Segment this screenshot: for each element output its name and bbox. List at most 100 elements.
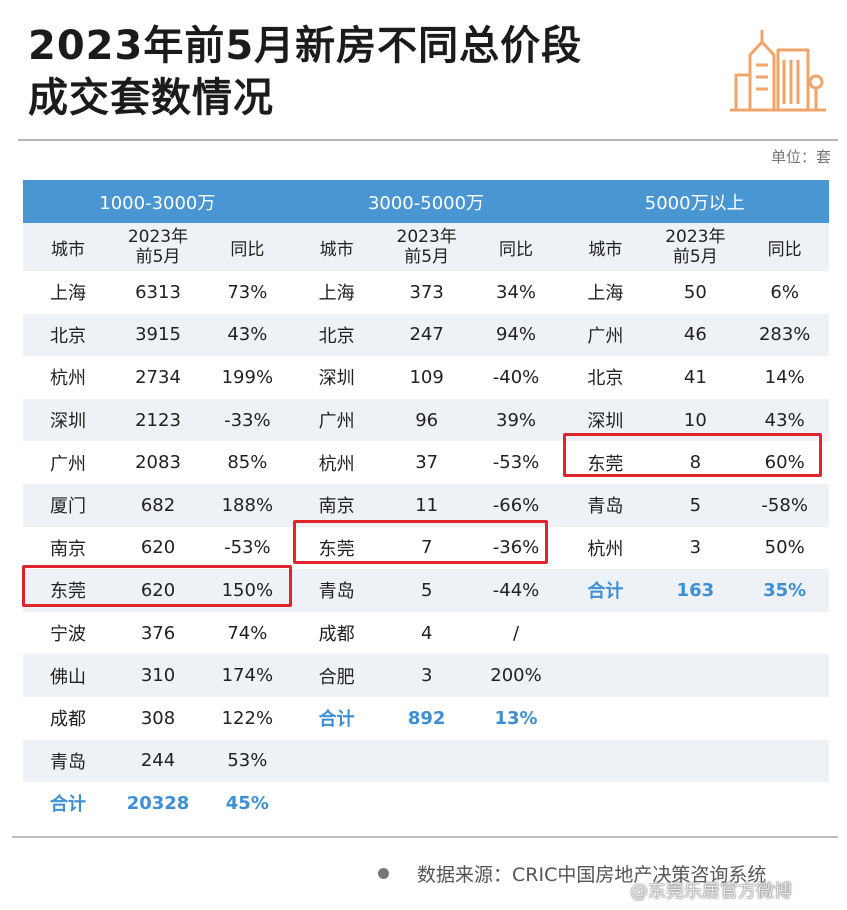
row-block (560, 654, 829, 697)
row-block (560, 740, 829, 783)
group-header-1: 1000-3000万 (99, 192, 216, 214)
cell-yoy (740, 782, 829, 825)
cell-city: 东莞 (587, 453, 624, 475)
col-city: 城市 (51, 239, 85, 260)
cell-yoy: 34% (496, 281, 537, 303)
cell-city: 杭州 (50, 368, 86, 390)
highlight-box-dongguan-3 (563, 433, 822, 477)
cell-count: 7 (420, 537, 433, 559)
row-block (560, 782, 829, 825)
cell-yoy: 174% (221, 665, 274, 687)
row-block: 广州 96 39% (292, 399, 561, 442)
cell-city: 宁波 (50, 624, 86, 646)
cell-city: 南京 (50, 538, 86, 560)
table-row: 北京 3915 43% 北京 247 94% 广州 46 283% (23, 313, 829, 357)
cell-yoy: -36% (492, 537, 540, 559)
cell-count: 247 (409, 324, 444, 346)
row-block: 合计 163 35% (560, 569, 829, 612)
col-period-line1: 2023年 (665, 227, 726, 247)
col-period-line1: 2023年 (127, 227, 189, 247)
row-block: 广州 2083 85% (23, 441, 292, 484)
cell-city: 北京 (318, 325, 355, 347)
cell-city: 佛山 (50, 666, 86, 688)
cell-city: 广州 (50, 453, 86, 475)
cell-city: 上海 (318, 283, 355, 305)
cell-count (650, 654, 740, 697)
cell-count: 3 (689, 537, 702, 559)
col-period: 2023年 前5月 (113, 223, 203, 271)
cell-city: 成都 (318, 624, 355, 646)
row-block: 北京 41 14% (560, 356, 829, 399)
cell-yoy: 39% (496, 409, 537, 431)
cell-city: 深圳 (587, 411, 624, 433)
source-text: 数据来源：CRIC中国房地产决策咨询系统 (417, 864, 767, 886)
cell-yoy: 85% (227, 452, 268, 474)
row-block: 北京 247 94% (292, 314, 561, 357)
table-group-header: 1000-3000万 3000-5000万 5000万以上 (23, 180, 829, 223)
col-period-line2: 前5月 (404, 247, 450, 267)
col-period: 2023年 前5月 (650, 223, 740, 271)
row-block: 青岛 5 -58% (560, 484, 829, 527)
cell-city: 厦门 (50, 496, 86, 518)
cell-yoy: 43% (764, 409, 805, 431)
bottom-divider (12, 836, 838, 838)
cell-city: 青岛 (587, 496, 624, 518)
cell-city (292, 782, 382, 825)
cell-count: 5 (420, 579, 433, 601)
cell-count (650, 740, 740, 783)
col-period-line2: 前5月 (135, 247, 181, 267)
row-block (292, 782, 561, 825)
col-city: 城市 (588, 239, 623, 260)
row-block: 深圳 109 -40% (292, 356, 561, 399)
sales-table: 1000-3000万 3000-5000万 5000万以上 城市 2023年 前5… (23, 180, 829, 825)
cell-count: 20328 (126, 792, 190, 814)
cell-yoy: 6% (770, 281, 799, 303)
cell-yoy: 283% (758, 324, 811, 346)
row-block: 北京 3915 43% (23, 314, 292, 357)
cell-city (560, 740, 650, 783)
cell-yoy: -66% (492, 494, 540, 516)
cell-yoy: -33% (224, 409, 271, 431)
cell-city: 东莞 (50, 581, 86, 603)
cell-yoy: 150% (221, 579, 274, 601)
cell-city: 杭州 (318, 453, 355, 475)
cell-city (560, 654, 650, 697)
cell-count: 50 (683, 281, 707, 303)
col-period-line1: 2023年 (396, 227, 457, 247)
cell-yoy: 200% (490, 665, 542, 687)
cell-yoy: -44% (492, 579, 540, 601)
page-title: 2023年前5月新房不同总价段 成交套数情况 (28, 20, 582, 124)
row-block (560, 697, 829, 740)
cell-yoy: 60% (764, 452, 805, 474)
cell-city: 北京 (50, 325, 86, 347)
cell-yoy: 35% (763, 579, 807, 601)
row-block: 上海 6313 73% (23, 271, 292, 314)
cell-count: 6313 (135, 281, 181, 303)
group-header-3: 5000万以上 (644, 192, 745, 214)
cell-count: 96 (415, 409, 439, 431)
cell-yoy: 14% (764, 366, 805, 388)
cell-city (560, 782, 650, 825)
cell-count: 2734 (135, 366, 181, 388)
cell-count: 310 (140, 665, 176, 687)
cell-yoy: 13% (494, 707, 538, 729)
row-block: 东莞 7 -36% (292, 527, 561, 570)
cell-yoy: 45% (225, 792, 269, 814)
highlight-box-dongguan-2 (293, 520, 548, 564)
row-block: 合计 892 13% (292, 697, 561, 740)
row-block: 杭州 2734 199% (23, 356, 292, 399)
row-block: 合肥 3 200% (292, 654, 561, 697)
table-row: 青岛 244 53% (23, 739, 829, 783)
table-row: 厦门 682 188% 南京 11 -66% 青岛 5 -58% (23, 483, 829, 527)
cell-yoy: / (512, 622, 520, 644)
cell-city: 北京 (587, 368, 624, 390)
cell-yoy: -53% (492, 452, 540, 474)
row-block (292, 740, 561, 783)
row-block: 东莞 8 60% (560, 441, 829, 484)
cell-yoy: -53% (224, 537, 271, 559)
cell-yoy: 74% (227, 622, 268, 644)
cell-count: 2083 (135, 452, 181, 474)
cell-yoy: 122% (221, 707, 274, 729)
cell-yoy (740, 697, 829, 740)
cell-count (382, 782, 472, 825)
